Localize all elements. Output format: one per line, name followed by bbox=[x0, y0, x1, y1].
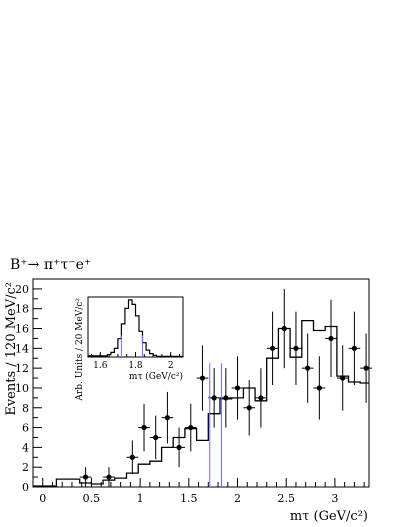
x-tick-label: 1.5 bbox=[180, 492, 198, 505]
y-tick-label: 8 bbox=[22, 402, 29, 415]
inset-ticks: 1.6 1.8 2 bbox=[91, 352, 180, 371]
inset-frame bbox=[87, 296, 184, 358]
data-point bbox=[340, 375, 346, 381]
data-point bbox=[223, 395, 229, 401]
data-point bbox=[141, 424, 147, 431]
data-point bbox=[234, 385, 241, 391]
y-tick-label: 0 bbox=[22, 481, 29, 494]
data-point bbox=[129, 454, 135, 460]
y-tick-label: 18 bbox=[15, 303, 29, 316]
data-point bbox=[199, 375, 206, 381]
main-ticks: 0 0.5 1 1.5 2 2.5 3 0 2 4 6 8 10 12 14 16 18 20 bbox=[15, 278, 365, 505]
x-tick-label: 1 bbox=[137, 492, 144, 505]
x-tick-label: 0 bbox=[39, 492, 46, 505]
y-tick-label: 12 bbox=[15, 362, 29, 375]
data-point bbox=[106, 474, 112, 480]
main-histogram bbox=[33, 319, 369, 487]
inset-x-tick-label: 2 bbox=[168, 361, 174, 371]
main-signal-window-lines bbox=[209, 363, 222, 487]
inset-histogram bbox=[88, 299, 183, 357]
x-tick-label: 3 bbox=[331, 492, 338, 505]
x-tick-label: 2 bbox=[234, 492, 241, 505]
data-point bbox=[258, 395, 264, 401]
data-point bbox=[305, 365, 311, 371]
inset-x-tick-label: 1.8 bbox=[128, 361, 143, 371]
data-point bbox=[246, 405, 252, 411]
data-point bbox=[82, 474, 89, 480]
chart-title: B⁺→ π⁺τ⁻e⁺ bbox=[10, 257, 91, 273]
y-tick-label: 4 bbox=[22, 441, 29, 454]
x-axis-label: mτ (GeV/c²) bbox=[290, 509, 368, 524]
y-tick-label: 16 bbox=[15, 323, 29, 336]
data-point bbox=[351, 345, 357, 351]
inset-x-tick-label: 1.6 bbox=[93, 361, 108, 371]
data-point bbox=[293, 345, 299, 351]
y-tick-label: 14 bbox=[15, 342, 29, 355]
data-point bbox=[281, 325, 287, 332]
y-axis-label: Events / 120 MeV/c² bbox=[4, 282, 19, 416]
data-point bbox=[164, 415, 170, 421]
inset-y-axis-label: Arb. Units / 20 MeV/c² bbox=[75, 298, 85, 402]
data-point bbox=[363, 365, 369, 371]
data-point bbox=[269, 345, 276, 351]
data-point bbox=[153, 434, 159, 441]
inset-x-axis-label: mτ (GeV/c²) bbox=[129, 371, 183, 382]
y-tick-label: 2 bbox=[22, 461, 29, 474]
data-point bbox=[176, 444, 182, 450]
expected-background-histogram bbox=[33, 319, 369, 487]
y-tick-label: 6 bbox=[22, 422, 29, 435]
y-tick-label: 10 bbox=[15, 382, 29, 395]
x-tick-label: 2.5 bbox=[277, 492, 295, 505]
data-point bbox=[211, 395, 217, 401]
data-point bbox=[188, 424, 194, 431]
signal-mass-histogram bbox=[88, 299, 183, 357]
data-point bbox=[328, 335, 334, 342]
main-data-points bbox=[79, 288, 372, 487]
data-point bbox=[316, 385, 322, 391]
y-tick-label: 20 bbox=[15, 283, 29, 296]
x-tick-label: 0.5 bbox=[83, 492, 101, 505]
inset-signal-window-lines bbox=[120, 335, 144, 357]
